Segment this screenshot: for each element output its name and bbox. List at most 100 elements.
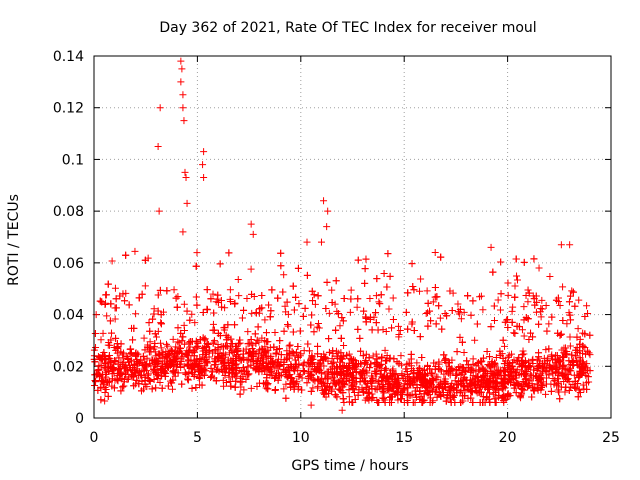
data-point bbox=[181, 369, 189, 377]
data-point bbox=[130, 324, 138, 332]
data-point bbox=[525, 362, 533, 370]
data-point bbox=[148, 356, 156, 364]
data-point bbox=[169, 335, 177, 343]
data-point bbox=[156, 379, 164, 387]
data-point bbox=[141, 373, 149, 381]
data-point bbox=[568, 357, 576, 365]
data-point bbox=[479, 373, 487, 381]
data-point bbox=[575, 296, 583, 304]
data-point bbox=[162, 353, 170, 361]
data-point bbox=[156, 104, 164, 112]
data-point bbox=[408, 260, 416, 268]
data-point bbox=[424, 322, 432, 330]
data-point bbox=[191, 319, 199, 327]
data-point bbox=[172, 294, 180, 302]
data-point bbox=[494, 296, 502, 304]
data-point bbox=[210, 374, 218, 382]
data-point bbox=[406, 392, 414, 400]
data-point bbox=[494, 366, 502, 374]
data-point bbox=[114, 360, 122, 368]
data-point bbox=[349, 376, 357, 384]
data-point bbox=[464, 292, 472, 300]
data-point bbox=[492, 388, 500, 396]
data-point bbox=[314, 342, 322, 350]
data-point bbox=[410, 326, 418, 334]
data-point bbox=[538, 296, 546, 304]
data-point bbox=[330, 358, 338, 366]
data-point bbox=[290, 385, 298, 393]
data-point bbox=[262, 349, 270, 357]
data-point bbox=[499, 354, 507, 362]
data-point bbox=[289, 282, 297, 290]
data-point bbox=[373, 362, 381, 370]
data-point bbox=[398, 389, 406, 397]
data-point bbox=[407, 355, 415, 363]
data-point bbox=[354, 295, 362, 303]
data-point bbox=[170, 369, 178, 377]
data-point bbox=[542, 346, 550, 354]
data-point bbox=[348, 359, 356, 367]
data-point bbox=[345, 386, 353, 394]
data-point bbox=[287, 383, 295, 391]
data-point bbox=[486, 353, 494, 361]
data-point bbox=[275, 371, 283, 379]
data-point bbox=[454, 300, 462, 308]
data-point bbox=[433, 293, 441, 301]
data-point bbox=[242, 368, 250, 376]
data-point bbox=[338, 314, 346, 322]
data-point bbox=[326, 383, 334, 391]
data-point bbox=[537, 374, 545, 382]
data-point bbox=[489, 268, 497, 276]
data-point bbox=[148, 385, 156, 393]
data-point bbox=[163, 340, 171, 348]
data-point bbox=[152, 361, 160, 369]
data-point bbox=[511, 293, 519, 301]
data-point bbox=[300, 367, 308, 375]
data-point bbox=[534, 364, 542, 372]
data-point bbox=[97, 336, 105, 344]
data-point bbox=[157, 344, 165, 352]
data-point bbox=[186, 337, 194, 345]
data-point bbox=[510, 329, 518, 337]
data-point bbox=[287, 361, 295, 369]
data-point bbox=[102, 291, 110, 299]
data-point bbox=[339, 395, 347, 403]
data-point bbox=[284, 322, 292, 330]
data-point bbox=[303, 271, 311, 279]
data-point bbox=[164, 363, 172, 371]
data-point bbox=[535, 264, 543, 272]
data-point bbox=[264, 359, 272, 367]
data-point bbox=[568, 351, 576, 359]
grid-lines bbox=[94, 56, 611, 418]
data-point bbox=[430, 359, 438, 367]
data-point bbox=[103, 312, 111, 320]
data-point bbox=[171, 356, 179, 364]
data-point bbox=[549, 356, 557, 364]
data-point bbox=[361, 265, 369, 273]
data-point bbox=[367, 360, 375, 368]
data-point bbox=[243, 294, 251, 302]
data-point bbox=[368, 390, 376, 398]
data-point bbox=[477, 358, 485, 366]
data-point bbox=[170, 286, 178, 294]
data-point bbox=[398, 395, 406, 403]
data-point bbox=[297, 350, 305, 358]
data-point bbox=[245, 355, 253, 363]
data-point bbox=[238, 314, 246, 322]
data-point bbox=[322, 393, 330, 401]
data-point bbox=[519, 347, 527, 355]
data-point bbox=[382, 328, 390, 336]
data-point bbox=[154, 291, 162, 299]
data-point bbox=[372, 292, 380, 300]
data-point bbox=[179, 228, 187, 236]
data-point bbox=[348, 356, 356, 364]
data-point bbox=[328, 369, 336, 377]
data-point bbox=[490, 316, 498, 324]
data-point bbox=[543, 327, 551, 335]
data-point bbox=[124, 358, 132, 366]
data-point bbox=[275, 362, 283, 370]
data-point bbox=[561, 388, 569, 396]
data-point bbox=[571, 302, 579, 310]
data-point bbox=[469, 297, 477, 305]
data-point bbox=[244, 340, 252, 348]
